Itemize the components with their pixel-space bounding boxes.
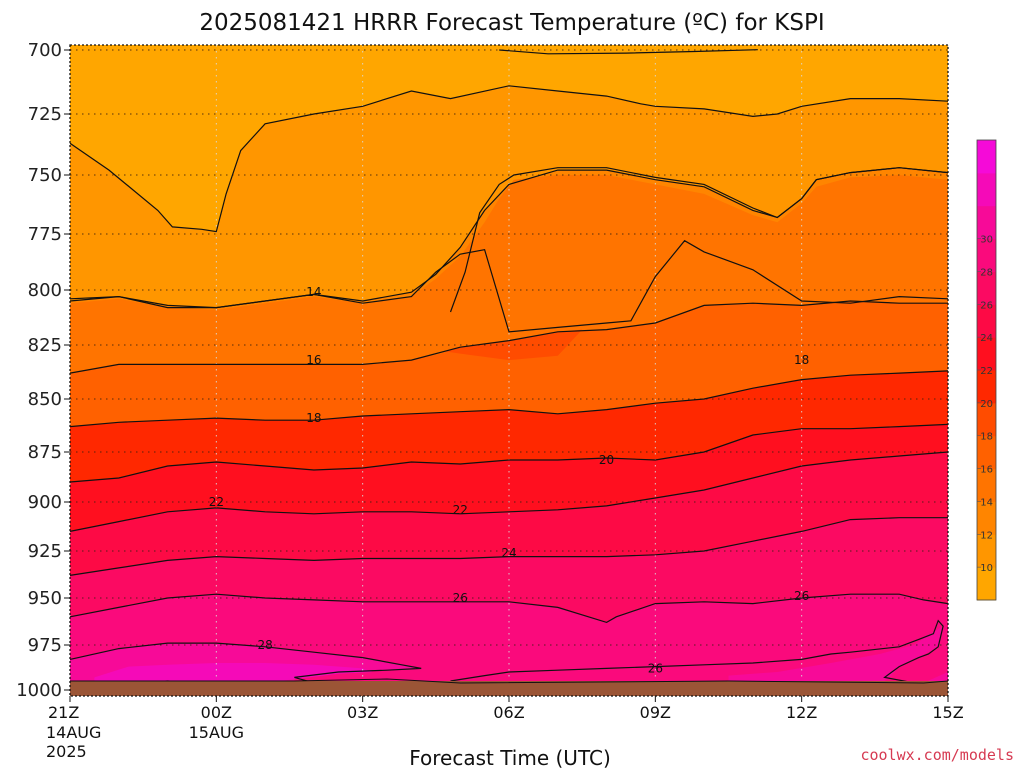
ground-fill: [70, 681, 948, 696]
colorbar-swatch-3: [977, 468, 996, 502]
contour-label-6: 22: [453, 503, 468, 517]
colorbar-swatch-4: [977, 435, 996, 470]
contour-26-11: [450, 619, 944, 684]
ground-edge: [70, 678, 949, 684]
colorbar-label-14: 14: [980, 497, 993, 508]
colorbar-swatch-7: [977, 337, 996, 371]
y-tick-label-875: 875: [28, 442, 62, 463]
y-tick-label-800: 800: [28, 280, 62, 301]
colorbar-label-18: 18: [980, 432, 993, 443]
colorbar-swatch-10: [977, 238, 996, 272]
y-tick-label-775: 775: [28, 224, 62, 245]
colorbar-swatch-6: [977, 370, 996, 404]
colorbar-swatch-9: [977, 271, 996, 305]
y-axis: 700 725 750 775 800 825 850 875 900 925 950 975 1000: [16, 40, 70, 701]
colorbar: 10 12 14 16 18 20 22 24 26 28 30: [976, 139, 997, 601]
contour-18-6: [69, 370, 949, 428]
x-tick-label-12Z: 12Z: [786, 703, 817, 722]
y-tick-label-825: 825: [28, 335, 62, 356]
colorbar-swatch-12: [977, 172, 996, 207]
contour-label-3: 18: [306, 411, 321, 425]
y-tick-label-850: 850: [28, 389, 62, 410]
contour-lines: [69, 49, 949, 684]
colorbar-label-28: 28: [980, 267, 993, 278]
x-tick-label-09Z: 09Z: [640, 703, 671, 722]
y-tick-label-750: 750: [28, 165, 62, 186]
y-tick-label-1000: 1000: [16, 680, 62, 701]
colorbar-swatch-2: [977, 501, 996, 535]
contour-label-10: 28: [257, 638, 272, 652]
contour-14-4: [69, 239, 949, 333]
contour-labels: 14 16 18 18 20 22 22 24 26 26 28 26: [209, 285, 810, 675]
contour-label-7: 24: [501, 546, 516, 560]
credit-link[interactable]: coolwx.com/models: [860, 746, 1014, 764]
colorbar-label-24: 24: [980, 333, 993, 344]
grid: [69, 45, 949, 696]
temperature-band-11: [728, 626, 944, 685]
contour-label-11: 26: [648, 661, 663, 675]
x-tick-label-15Z: 15Z: [932, 703, 963, 722]
x-tick-label-00Z: 00Z: [201, 703, 232, 722]
temperature-band-13: [94, 663, 373, 683]
y-tick-label-700: 700: [28, 40, 62, 61]
colorbar-label-16: 16: [980, 465, 993, 476]
temperature-band-4: [445, 329, 583, 361]
colorbar-swatch-5: [977, 402, 996, 437]
contour-label-2: 18: [794, 353, 809, 367]
colorbar-swatch-0: [977, 567, 996, 601]
contour-label-0: 14: [306, 285, 321, 299]
x-tick-sublabel-21Z-1: 2025: [46, 742, 87, 761]
colorbar-swatch-8: [977, 304, 996, 338]
colorbar-label-20: 20: [980, 399, 993, 410]
colorbar-swatch-1: [977, 534, 996, 568]
contour-label-4: 20: [599, 453, 614, 467]
colorbar-swatch-11: [977, 205, 996, 240]
contour-label-1: 16: [306, 353, 321, 367]
contour-24-9: [69, 517, 948, 576]
x-axis-title: Forecast Time (UTC): [409, 746, 611, 768]
y-tick-label-950: 950: [28, 588, 62, 609]
contour-label-9: 26: [794, 589, 809, 603]
colorbar-label-30: 30: [980, 235, 993, 246]
colorbar-label-22: 22: [980, 366, 993, 377]
contour-26-10: [69, 593, 949, 624]
x-tick-label-21Z: 21Z: [48, 703, 79, 722]
chart-title: 2025081421 HRRR Forecast Temperature (ºC…: [199, 10, 824, 36]
contour-16-5: [69, 300, 948, 374]
y-tick-label-725: 725: [28, 104, 62, 125]
contour-label-5: 22: [209, 495, 224, 509]
x-tick-sublabel-21Z-0: 14AUG: [46, 723, 101, 742]
colorbar-label-10: 10: [980, 563, 993, 574]
contour-28-12: [69, 642, 422, 684]
colorbar-swatch-13: [977, 140, 996, 174]
contour-label-8: 26: [453, 591, 468, 605]
y-tick-label-925: 925: [28, 541, 62, 562]
colorbar-label-26: 26: [980, 300, 993, 311]
contour-20-7: [69, 423, 949, 483]
x-tick-sublabel-00Z-0: 15AUG: [189, 723, 244, 742]
contour-6-0: [499, 49, 758, 55]
contour-22-8: [69, 451, 949, 532]
x-tick-label-06Z: 06Z: [493, 703, 524, 722]
y-tick-label-975: 975: [28, 635, 62, 656]
colorbar-label-12: 12: [980, 530, 993, 541]
y-tick-label-900: 900: [28, 492, 62, 513]
contour-8-1: [69, 85, 949, 233]
x-tick-label-03Z: 03Z: [347, 703, 378, 722]
